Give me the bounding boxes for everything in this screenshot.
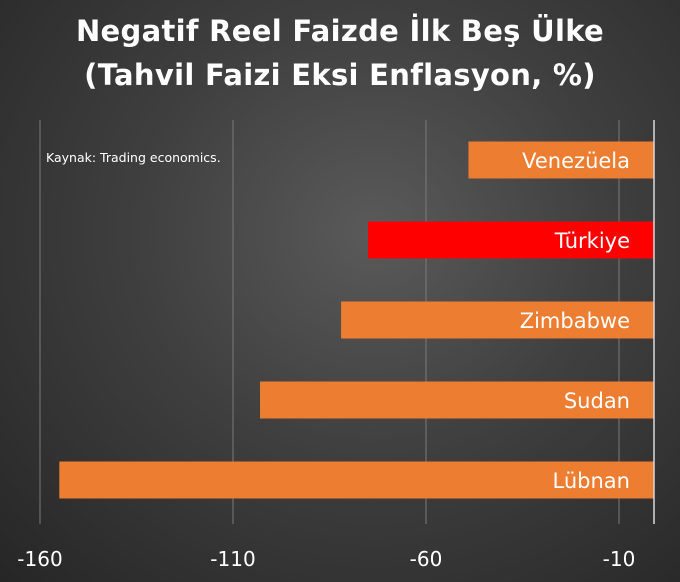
category-label: Lübnan (553, 469, 630, 493)
x-tick-label: -110 (210, 547, 255, 571)
chart-title: Negatif Reel Faizde İlk Beş Ülke (75, 14, 605, 48)
category-label: Sudan (564, 389, 630, 413)
source-note: Kaynak: Trading economics. (46, 150, 221, 165)
category-label: Türkiye (554, 229, 630, 253)
bar-sudan (260, 381, 654, 419)
category-label: Venezüela (522, 149, 630, 173)
bar-lübnan (59, 461, 655, 499)
bar-türkiye (368, 221, 654, 259)
bar-zimbabwe (341, 301, 654, 339)
x-tick-label: -60 (410, 547, 443, 571)
x-tick-label: -160 (17, 547, 62, 571)
bar-venezüela (468, 141, 654, 179)
x-tick-label: -10 (603, 547, 636, 571)
chart-subtitle: (Tahvil Faizi Eksi Enflasyon, %) (84, 58, 596, 92)
category-label: Zimbabwe (520, 309, 630, 333)
